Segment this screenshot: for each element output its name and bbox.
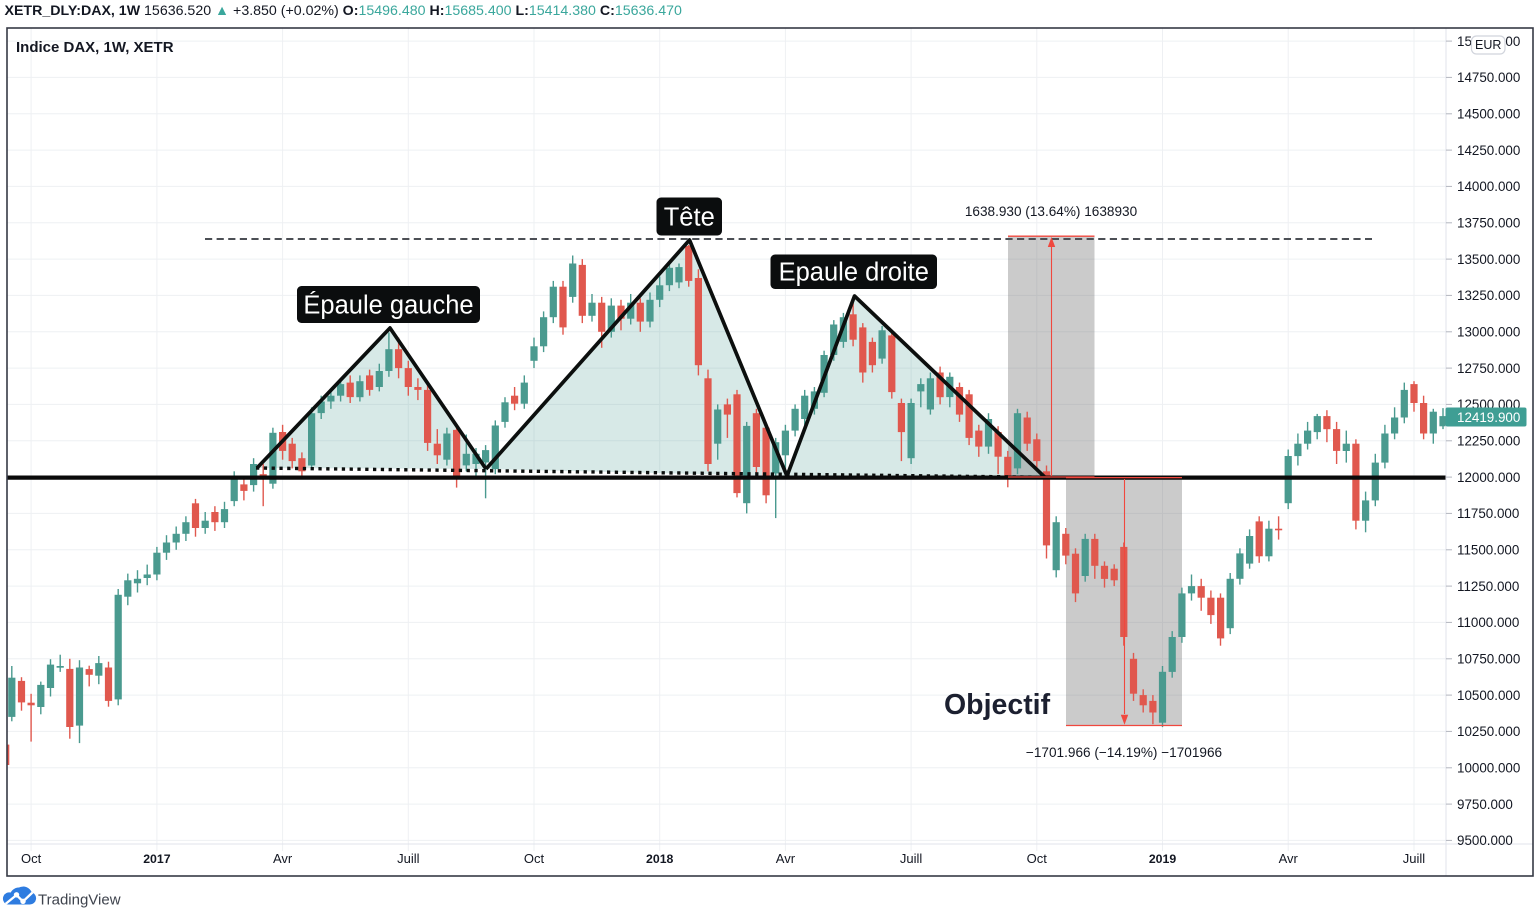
svg-text:Épaule gauche: Épaule gauche — [303, 290, 473, 319]
svg-text:11750.000: 11750.000 — [1457, 506, 1519, 521]
svg-text:10750.000: 10750.000 — [1457, 652, 1520, 667]
svg-text:10250.000: 10250.000 — [1457, 724, 1520, 739]
svg-text:9750.000: 9750.000 — [1457, 797, 1513, 812]
svg-text:12000.000: 12000.000 — [1457, 470, 1520, 485]
svg-text:11250.000: 11250.000 — [1457, 579, 1519, 594]
svg-text:Oct: Oct — [1027, 851, 1048, 866]
svg-text:2017: 2017 — [143, 852, 171, 866]
svg-text:Juill: Juill — [397, 851, 420, 866]
svg-text:Juill: Juill — [900, 851, 923, 866]
svg-text:13250.000: 13250.000 — [1457, 288, 1520, 303]
svg-text:13750.000: 13750.000 — [1457, 216, 1520, 231]
svg-text:14750.000: 14750.000 — [1457, 70, 1520, 85]
svg-text:13500.000: 13500.000 — [1457, 252, 1520, 267]
svg-text:12419.900: 12419.900 — [1457, 410, 1520, 425]
svg-text:2019: 2019 — [1149, 852, 1177, 866]
svg-text:Avr: Avr — [273, 851, 293, 866]
svg-text:Juill: Juill — [1403, 851, 1426, 866]
svg-text:11500.000: 11500.000 — [1457, 543, 1519, 558]
svg-text:XETR_DLY:DAX, 1W 15636.520 ▲ +: XETR_DLY:DAX, 1W 15636.520 ▲ +3.850 (+0.… — [5, 3, 683, 19]
svg-text:14500.000: 14500.000 — [1457, 107, 1520, 122]
svg-text:Epaule droite: Epaule droite — [779, 259, 929, 287]
svg-text:Indice DAX, 1W, XETR: Indice DAX, 1W, XETR — [16, 39, 174, 56]
svg-text:TradingView: TradingView — [38, 892, 121, 909]
svg-text:Oct: Oct — [21, 851, 42, 866]
svg-text:13000.000: 13000.000 — [1457, 325, 1520, 340]
svg-text:Avr: Avr — [1279, 851, 1299, 866]
svg-text:Avr: Avr — [776, 851, 796, 866]
svg-text:1638.930 (13.64%) 1638930: 1638.930 (13.64%) 1638930 — [965, 204, 1138, 219]
svg-text:2018: 2018 — [646, 852, 674, 866]
svg-text:Objectif: Objectif — [944, 689, 1051, 721]
svg-text:EUR: EUR — [1475, 38, 1501, 52]
svg-text:9500.000: 9500.000 — [1457, 833, 1513, 848]
svg-text:14250.000: 14250.000 — [1457, 143, 1520, 158]
svg-text:12250.000: 12250.000 — [1457, 434, 1520, 449]
svg-text:14000.000: 14000.000 — [1457, 179, 1520, 194]
svg-text:−1701.966 (−14.19%) −1701966: −1701.966 (−14.19%) −1701966 — [1026, 745, 1222, 760]
svg-text:Tête: Tête — [664, 203, 715, 231]
svg-text:12750.000: 12750.000 — [1457, 361, 1520, 376]
svg-text:10500.000: 10500.000 — [1457, 688, 1520, 703]
svg-text:Oct: Oct — [524, 851, 545, 866]
svg-text:10000.000: 10000.000 — [1457, 761, 1520, 776]
svg-text:11000.000: 11000.000 — [1457, 615, 1519, 630]
